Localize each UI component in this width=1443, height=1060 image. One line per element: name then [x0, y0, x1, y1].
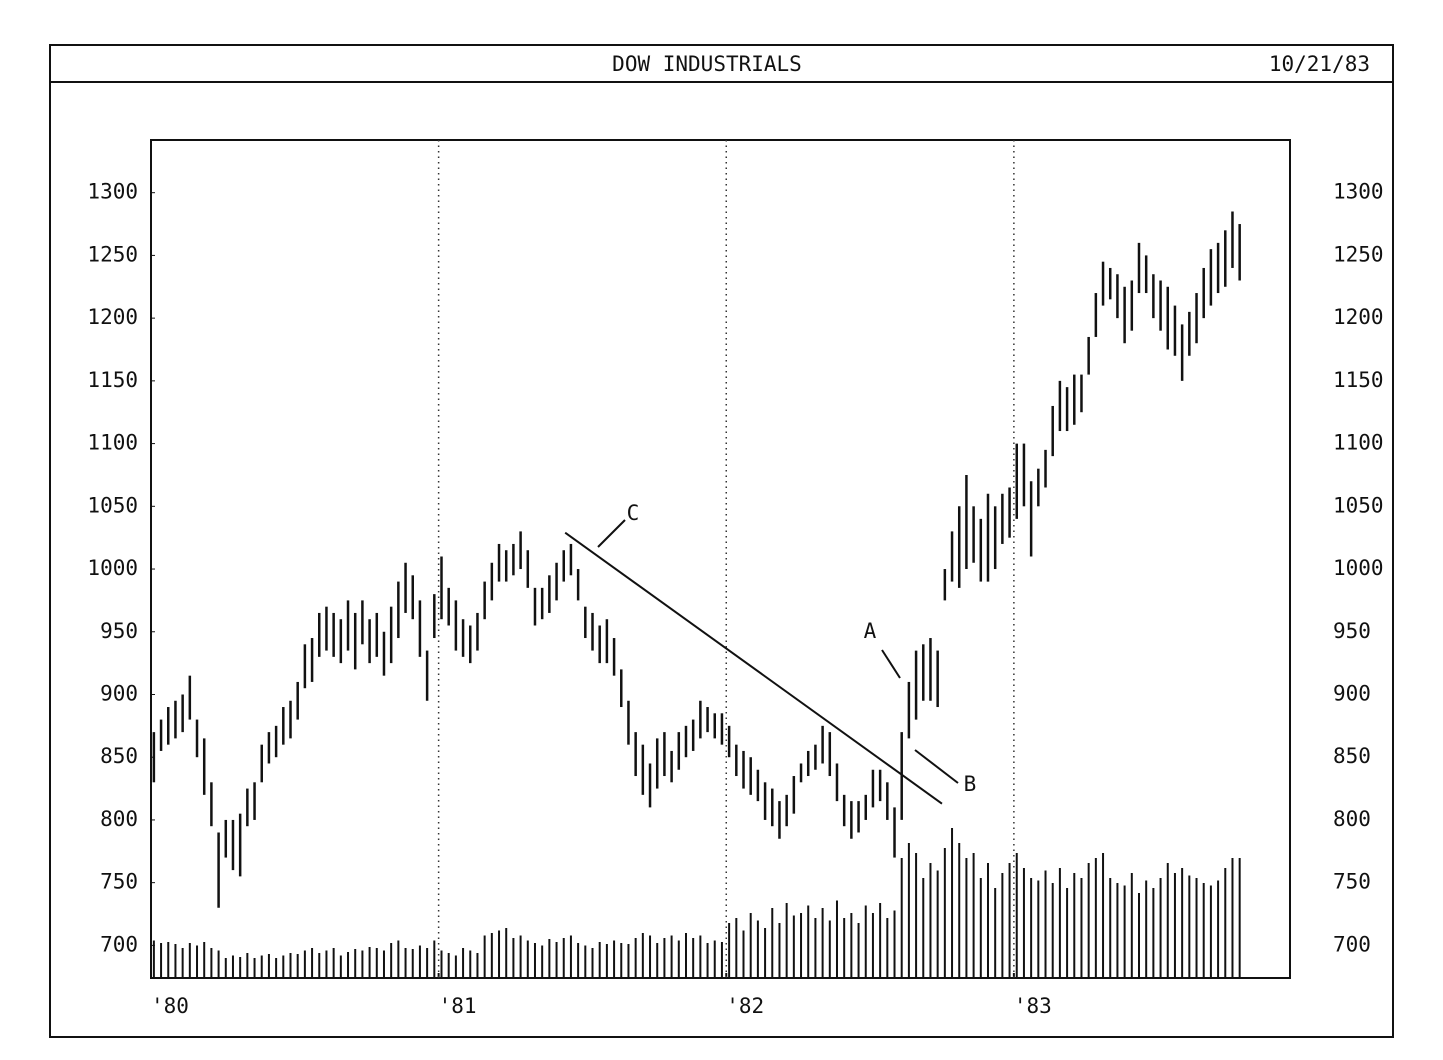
- y2-tick-label: 750: [1333, 870, 1371, 894]
- plot-area: [150, 139, 1291, 979]
- annotation-label: C: [627, 501, 640, 525]
- y2-tick-label: 950: [1333, 619, 1371, 643]
- y-tick-label: 1250: [87, 242, 138, 266]
- y-tick-label: 850: [100, 744, 138, 768]
- y2-tick-label: 800: [1333, 807, 1371, 831]
- y2-tick-label: 700: [1333, 932, 1371, 956]
- y2-tick-label: 1300: [1333, 180, 1384, 204]
- y2-tick-label: 1100: [1333, 431, 1384, 455]
- leader-b: [914, 749, 959, 784]
- y2-tick-label: 1150: [1333, 368, 1384, 392]
- chart-title: DOW INDUSTRIALS: [612, 52, 802, 76]
- y-tick-label: 750: [100, 870, 138, 894]
- x-tick-label: '83: [1014, 994, 1052, 1018]
- y-tick-label: 900: [100, 681, 138, 705]
- annotation-label: A: [864, 619, 877, 643]
- frame: [49, 44, 1394, 1038]
- trendline: [564, 531, 943, 805]
- y2-tick-label: 1200: [1333, 305, 1384, 329]
- y-tick-label: 1150: [87, 368, 138, 392]
- annotation-label: B: [964, 772, 977, 796]
- chart-date: 10/21/83: [1269, 52, 1370, 76]
- y-tick-label: 1050: [87, 493, 138, 517]
- leader-a: [881, 649, 901, 679]
- leader-c: [597, 519, 626, 548]
- y-tick-label: 1100: [87, 431, 138, 455]
- y-tick-label: 1200: [87, 305, 138, 329]
- y-tick-label: 1300: [87, 180, 138, 204]
- y-tick-label: 1000: [87, 556, 138, 580]
- x-tick-label: '80: [151, 994, 189, 1018]
- y2-tick-label: 850: [1333, 744, 1371, 768]
- x-tick-label: '81: [439, 994, 477, 1018]
- y2-tick-label: 1250: [1333, 242, 1384, 266]
- y2-tick-label: 1050: [1333, 493, 1384, 517]
- y-tick-label: 800: [100, 807, 138, 831]
- y-tick-label: 700: [100, 932, 138, 956]
- y-tick-label: 950: [100, 619, 138, 643]
- y2-tick-label: 1000: [1333, 556, 1384, 580]
- x-tick-label: '82: [726, 994, 764, 1018]
- y2-tick-label: 900: [1333, 681, 1371, 705]
